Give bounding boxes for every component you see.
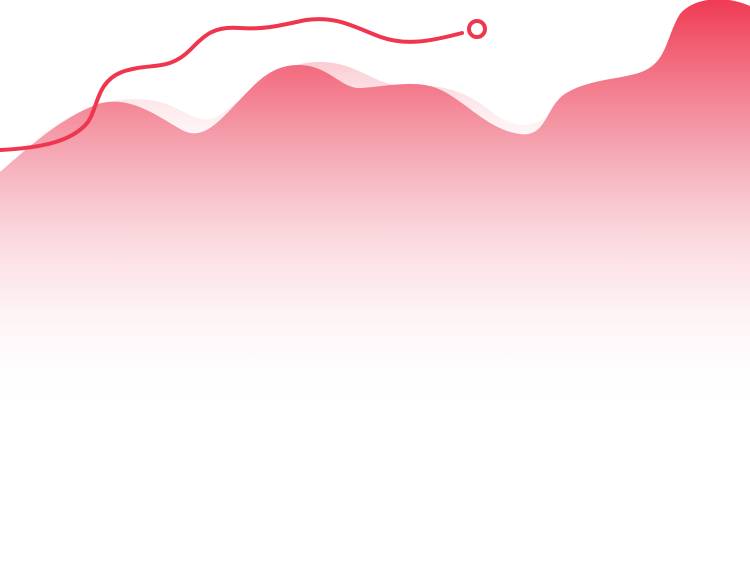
circle-marker-icon	[467, 19, 487, 39]
trend-line	[0, 17, 464, 152]
